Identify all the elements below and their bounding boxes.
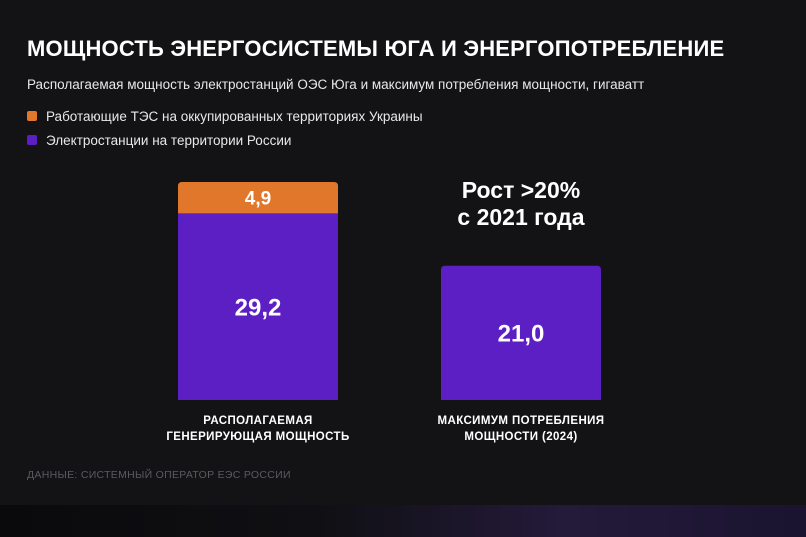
legend-label-occupied-tps: Работающие ТЭС на оккупированных террито… [46,108,423,124]
legend: Работающие ТЭС на оккупированных террито… [27,104,423,152]
annotation-0-line-0: Рост >20% [462,177,580,203]
category-label-0-line-1: ГЕНЕРИРУЮЩАЯ МОЩНОСТЬ [166,431,349,443]
bottom-glow [0,505,806,537]
category-label-1-line-0: МАКСИМУМ ПОТРЕБЛЕНИЯ [438,415,605,427]
legend-label-russia-plants: Электростанции на территории России [46,132,292,148]
legend-item-occupied-tps: Работающие ТЭС на оккупированных террито… [27,104,423,128]
chart-subtitle: Располагаемая мощность электростанций ОЭ… [27,77,645,92]
bar-0-series-1-value-label: 4,9 [245,189,271,210]
category-label-1-line-1: МОЩНОСТИ (2024) [464,431,577,443]
chart-title: МОЩНОСТЬ ЭНЕРГОСИСТЕМЫ ЮГА И ЭНЕРГОПОТРЕ… [27,36,725,61]
bar-0-series-0 [178,213,338,400]
source-note: ДАННЫЕ: СИСТЕМНЫЙ ОПЕРАТОР ЕЭС РОССИИ [27,469,291,481]
annotation-0-line-1: с 2021 года [457,204,584,230]
legend-swatch-orange [27,111,37,121]
bar-1-series-0-value-label: 21,0 [498,321,545,348]
category-label-0-line-0: РАСПОЛАГАЕМАЯ [203,415,312,427]
bar-0-series-1 [178,182,338,214]
legend-item-russia-plants: Электростанции на территории России [27,128,423,152]
bar-0-series-0-value-label: 29,2 [235,294,282,321]
legend-swatch-purple [27,135,37,145]
bar-1-series-0 [441,265,601,400]
